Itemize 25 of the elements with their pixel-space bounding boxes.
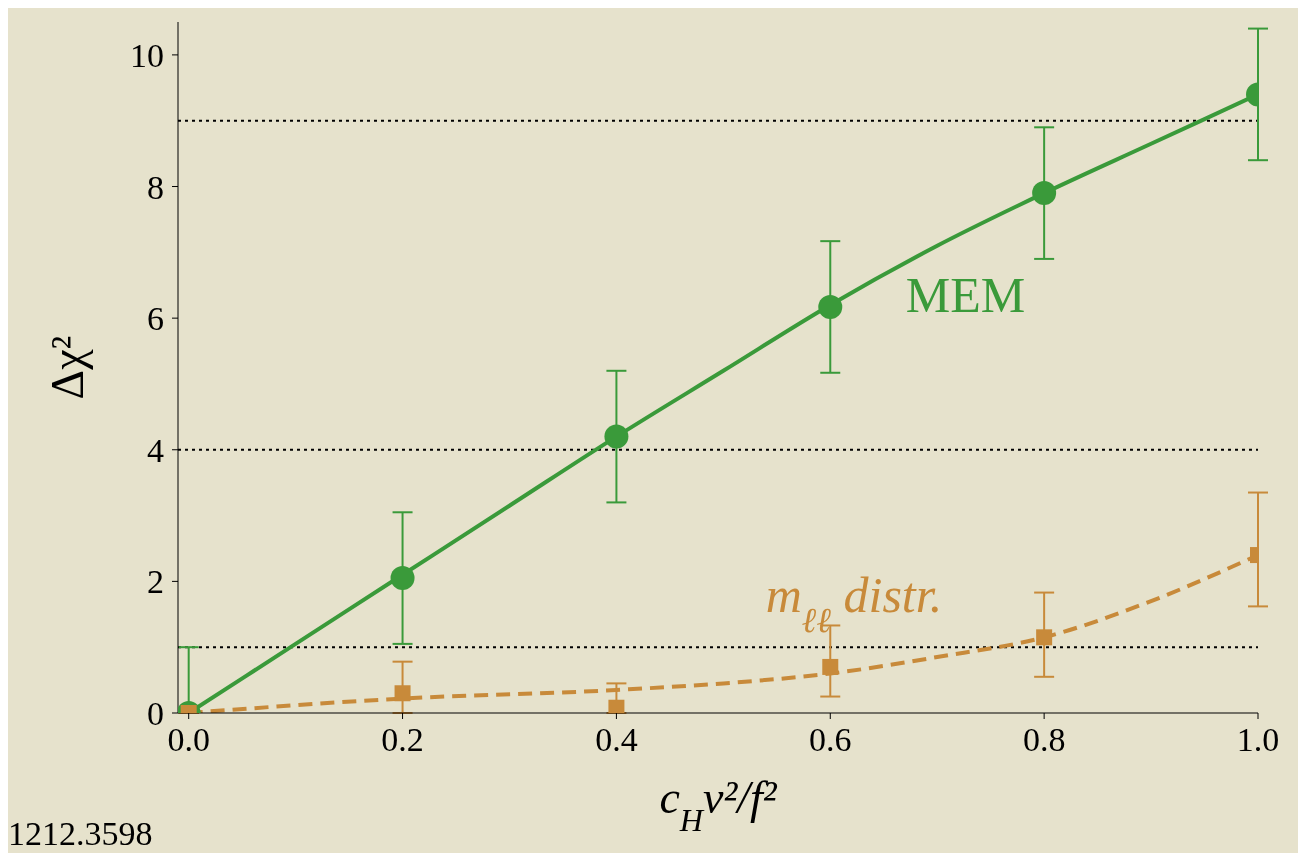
y-tick-label: 10 — [130, 36, 164, 74]
series-label: m$_{ℓℓ}$ distr. — [765, 567, 943, 640]
y-tick-label: 2 — [147, 563, 164, 601]
point — [394, 685, 411, 702]
point — [1036, 629, 1053, 646]
point — [604, 424, 629, 449]
point — [608, 699, 625, 713]
series-label: MEM — [905, 267, 1026, 324]
y-tick-label: 0 — [147, 695, 164, 733]
y-tick-label: 6 — [147, 300, 164, 338]
x-tick-label: 0.0 — [167, 721, 210, 759]
x-axis-title: c$_{H}$v²/f² — [659, 772, 778, 838]
point — [390, 566, 415, 591]
x-tick-label: 1.0 — [1236, 721, 1280, 759]
y-tick-label: 4 — [147, 431, 164, 469]
x-tick-label: 0.6 — [809, 721, 852, 759]
x-tick-label: 0.8 — [1022, 721, 1066, 759]
text: 1212.3598 — [8, 815, 153, 853]
x-tick-label: 0.2 — [381, 721, 424, 759]
point — [818, 294, 843, 319]
point — [822, 658, 839, 675]
point — [1032, 181, 1057, 206]
y-tick-label: 8 — [147, 168, 164, 206]
y-axis-title: Δχ² — [42, 335, 93, 400]
x-tick-label: 0.4 — [595, 721, 638, 759]
